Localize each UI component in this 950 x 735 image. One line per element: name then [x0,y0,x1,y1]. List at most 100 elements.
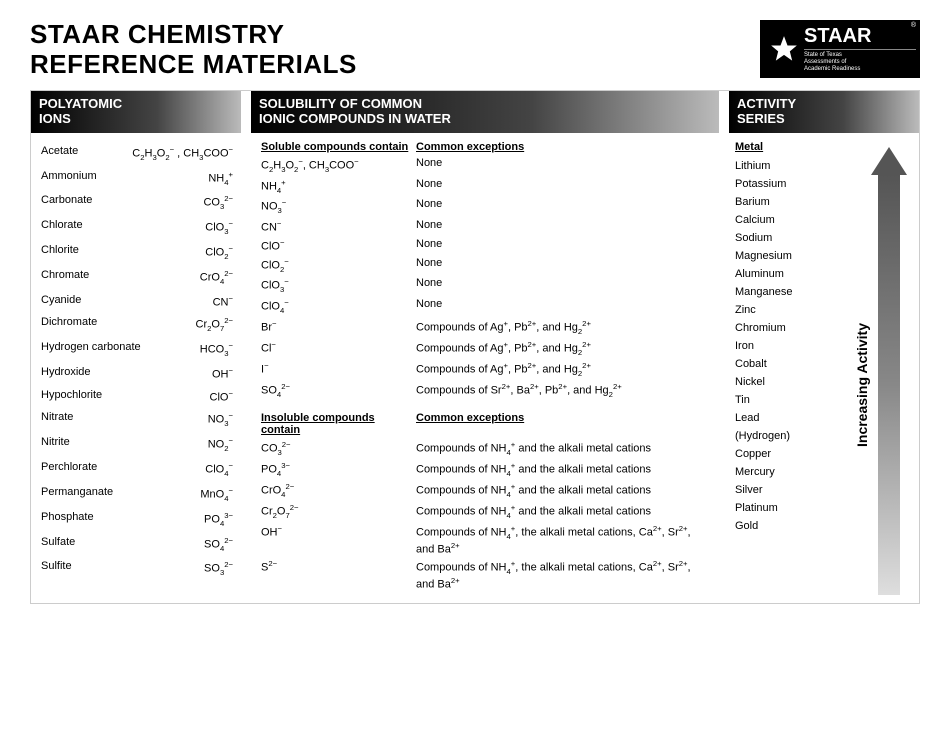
sol-row: NH4+None [261,176,711,197]
polyatomic-header: POLYATOMICIONS [31,91,241,133]
sol-ion: Br− [261,319,416,334]
poly-name: Perchlorate [41,461,97,478]
poly-name: Dichromate [41,316,97,333]
poly-row: NitrateNO3− [41,407,233,432]
sol-row: C2H3O2−, CH3COO−None [261,155,711,176]
poly-formula: HCO3− [200,341,233,358]
activity-list-header: Metal [735,141,859,153]
sol-exception: Compounds of NH4+ and the alkali metal c… [416,440,711,457]
poly-name: Ammonium [41,170,97,187]
sol-row: I−Compounds of Ag+, Pb2+, and Hg22+ [261,359,711,380]
sol-row: SO42−Compounds of Sr2+, Ba2+, Pb2+, and … [261,380,711,401]
activity-item: (Hydrogen) [735,427,859,445]
sol-row: Br−Compounds of Ag+, Pb2+, and Hg22+ [261,317,711,338]
sol-row: OH−Compounds of NH4+, the alkali metal c… [261,522,711,558]
poly-row: Hydrogen carbonate HCO3− [41,337,233,362]
activity-item: Iron [735,337,859,355]
sol-exception: Compounds of Ag+, Pb2+, and Hg22+ [416,361,711,378]
poly-row: ChloriteClO2− [41,240,233,265]
activity-item: Zinc [735,301,859,319]
sol-exception: Compounds of NH4+ and the alkali metal c… [416,461,711,478]
insoluble-header-right: Common exceptions [416,412,711,436]
poly-name: Hydroxide [41,366,91,381]
activity-item: Tin [735,391,859,409]
sol-exception: Compounds of NH4+, the alkali metal cati… [416,559,711,591]
poly-formula: C2H3O2− , CH3COO− [132,145,233,162]
header: STAAR CHEMISTRY REFERENCE MATERIALS ® ST… [30,20,920,80]
sol-exception: Compounds of NH4+, the alkali metal cati… [416,524,711,556]
poly-name: Cyanide [41,294,81,309]
activity-item: Magnesium [735,247,859,265]
sol-ion: C2H3O2−, CH3COO− [261,157,416,174]
sol-ion: SO42− [261,382,416,399]
insoluble-header-left: Insoluble compounds contain [261,412,416,436]
poly-name: Sulfite [41,560,72,577]
poly-name: Acetate [41,145,78,162]
poly-name: Chlorate [41,219,83,236]
activity-item: Nickel [735,373,859,391]
sol-ion: I− [261,361,416,376]
logo-name: STAAR [804,25,916,48]
sol-row: Cl−Compounds of Ag+, Pb2+, and Hg22+ [261,338,711,359]
content: POLYATOMICIONS AcetateC2H3O2− , CH3COO−A… [30,90,920,604]
sol-row: S2−Compounds of NH4+, the alkali metal c… [261,557,711,593]
sol-row: CO32−Compounds of NH4+ and the alkali me… [261,438,711,459]
poly-name: Nitrite [41,436,70,453]
sol-exception: None [416,219,711,231]
poly-formula: CN− [213,294,233,309]
sol-ion: Cr2O72− [261,503,416,520]
sol-ion: NO3− [261,198,416,215]
sol-row: ClO3−None [261,275,711,296]
poly-name: Chromate [41,269,89,286]
poly-formula: NH4+ [208,170,233,187]
activity-item: Cobalt [735,355,859,373]
sol-ion: ClO3− [261,277,416,294]
sol-row: CN−None [261,217,711,236]
sol-row: NO3−None [261,196,711,217]
activity-item: Gold [735,517,859,535]
solubility-panel: SOLUBILITY OF COMMONIONIC COMPOUNDS IN W… [251,91,719,603]
poly-name: Nitrate [41,411,73,428]
poly-formula: SO32− [204,560,233,577]
sol-ion: CrO42− [261,482,416,499]
poly-row: ChlorateClO3− [41,215,233,240]
sol-row: CrO42−Compounds of NH4+ and the alkali m… [261,480,711,501]
poly-row: NitriteNO2− [41,432,233,457]
sol-ion: ClO− [261,238,416,253]
poly-formula: ClO− [210,389,233,404]
arrow-shaft: Increasing Activity [878,175,900,595]
activity-item: Chromium [735,319,859,337]
sol-row: Cr2O72−Compounds of NH4+ and the alkali … [261,501,711,522]
sol-ion: CO32− [261,440,416,457]
star-icon [764,24,804,74]
soluble-header-right: Common exceptions [416,141,711,153]
arrow-label: Increasing Activity [854,323,870,447]
arrow-head-icon [871,147,907,175]
soluble-header-left: Soluble compounds contain [261,141,416,153]
poly-row: PermanganateMnO4− [41,482,233,507]
poly-name: Permanganate [41,486,113,503]
polyatomic-panel: POLYATOMICIONS AcetateC2H3O2− , CH3COO−A… [31,91,241,603]
sol-ion: CN− [261,219,416,234]
poly-row: Cyanide CN− [41,290,233,313]
page-title: STAAR CHEMISTRY REFERENCE MATERIALS [30,20,357,80]
poly-name: Hydrogen carbonate [41,341,141,358]
sol-exception: None [416,198,711,210]
sol-ion: OH− [261,524,416,539]
sol-row: ClO−None [261,236,711,255]
poly-row: PerchlorateClO4− [41,457,233,482]
activity-item: Lead [735,409,859,427]
solubility-header: SOLUBILITY OF COMMONIONIC COMPOUNDS IN W… [251,91,719,133]
poly-name: Sulfate [41,536,75,553]
sol-ion: NH4+ [261,178,416,195]
sol-ion: S2− [261,559,416,574]
poly-formula: SO42− [204,536,233,553]
sol-exception: None [416,178,711,190]
poly-row: Acetate C2H3O2− , CH3COO− [41,141,233,166]
polyatomic-body: AcetateC2H3O2− , CH3COO−AmmoniumNH4+Carb… [31,133,241,590]
activity-item: Calcium [735,211,859,229]
sol-exception: Compounds of Ag+, Pb2+, and Hg22+ [416,340,711,357]
activity-body: Metal LithiumPotassiumBariumCalciumSodiu… [729,133,919,603]
poly-formula: PO43− [204,511,233,528]
activity-item: Silver [735,481,859,499]
